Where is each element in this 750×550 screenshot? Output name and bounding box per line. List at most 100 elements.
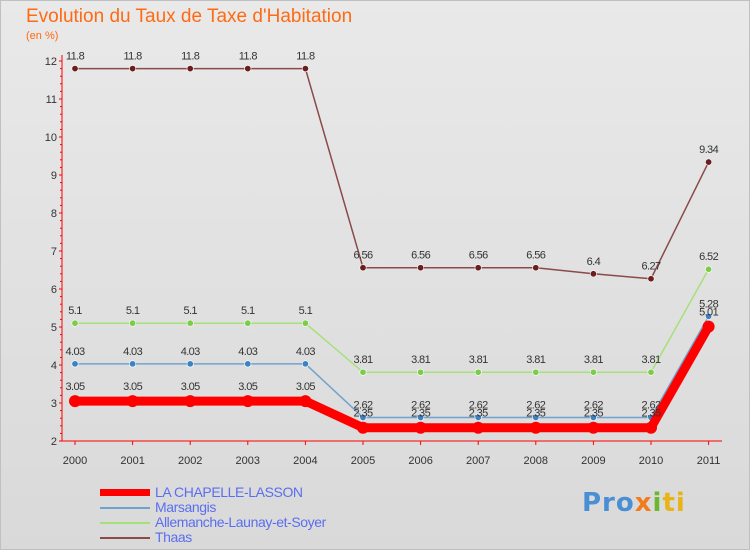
data-label: 2.62: [584, 399, 603, 411]
data-point: [359, 368, 367, 376]
data-label: 3.81: [411, 354, 430, 366]
series-line-2: [74, 315, 710, 419]
data-label: 3.81: [584, 354, 603, 366]
data-point: [702, 320, 715, 333]
data-label: 4.03: [296, 346, 315, 358]
legend-label-la-chapelle-lasson: LA CHAPELLE-LASSON: [155, 484, 303, 500]
data-label: 5.1: [68, 305, 82, 317]
data-point: [359, 413, 367, 421]
data-point: [645, 421, 657, 434]
data-label: 3.05: [123, 381, 142, 393]
series-line-3: [70, 322, 714, 433]
data-label: 3.05: [181, 381, 200, 393]
data-point: [474, 264, 482, 272]
data-point: [589, 413, 597, 421]
x-tick-label: 2004: [293, 455, 317, 467]
proxiti-logo: Proxiti: [582, 488, 686, 518]
data-label: 3.81: [526, 354, 545, 366]
data-label: 4.03: [238, 346, 257, 358]
data-label: 6.4: [587, 256, 601, 268]
legend-swatch-thaas: [100, 537, 150, 539]
data-label: 2.62: [526, 399, 545, 411]
data-label: 11.8: [123, 51, 142, 63]
data-point: [647, 275, 655, 283]
data-point: [186, 319, 194, 327]
legend-swatch-marsangis: [100, 507, 150, 509]
data-label: 5.1: [299, 305, 313, 317]
data-label: 4.03: [123, 346, 142, 358]
data-label: 6.56: [526, 250, 545, 262]
chart-subtitle: (en %): [26, 30, 59, 42]
x-tick-label: 2011: [697, 455, 721, 467]
y-tick-label: 11: [46, 94, 57, 106]
data-point: [186, 360, 194, 368]
series-line-1: [74, 268, 710, 373]
data-point: [417, 264, 425, 272]
data-point: [357, 421, 369, 434]
data-label: 5.1: [241, 305, 255, 317]
x-tick-label: 2005: [351, 455, 375, 467]
data-point: [244, 65, 252, 73]
data-label: 2.35: [526, 408, 545, 420]
data-label: 5.28: [699, 298, 718, 310]
data-point: [587, 421, 600, 434]
data-point: [414, 421, 427, 434]
x-tick-label: 2007: [466, 455, 490, 467]
x-tick-label: 2008: [524, 455, 548, 467]
data-label: 4.03: [65, 346, 84, 358]
data-point: [417, 368, 425, 376]
data-label: 3.05: [238, 381, 257, 393]
data-label: 2.35: [641, 408, 660, 420]
data-label: 3.81: [641, 354, 660, 366]
x-tick-label: 2010: [639, 455, 663, 467]
data-point: [474, 413, 482, 421]
data-point: [301, 65, 309, 73]
data-point: [241, 395, 254, 408]
data-label: 11.8: [66, 51, 85, 63]
y-tick-label: 4: [51, 360, 57, 372]
x-tick-label: 2001: [120, 455, 144, 467]
data-point: [244, 319, 252, 327]
y-tick-label: 2: [51, 436, 57, 448]
y-tick-label: 6: [51, 284, 57, 296]
data-point: [71, 319, 79, 327]
data-label: 5.1: [126, 305, 140, 317]
data-label: 2.35: [584, 408, 603, 420]
data-label: 6.27: [641, 261, 660, 273]
y-tick-label: 3: [51, 398, 57, 410]
data-point: [647, 368, 655, 376]
data-point: [589, 368, 597, 376]
data-label: 2.35: [353, 408, 372, 420]
data-point: [126, 395, 139, 408]
legend-swatch-la-chapelle-lasson: [100, 489, 150, 496]
x-tick-label: 2002: [178, 455, 202, 467]
x-tick-label: 2009: [581, 455, 605, 467]
legend-label-marsangis: Marsangis: [155, 499, 216, 515]
legend-label-allemanche: Allemanche-Launay-et-Soyer: [155, 514, 326, 530]
legend-label-thaas: Thaas: [155, 529, 192, 545]
data-label: 2.62: [641, 399, 660, 411]
data-label: 3.81: [353, 354, 372, 366]
y-tick-label: 7: [51, 246, 57, 258]
data-label: 6.56: [469, 250, 488, 262]
data-label: 11.8: [239, 51, 258, 63]
data-label: 9.34: [699, 144, 718, 156]
data-label: 2.35: [469, 408, 488, 420]
data-label: 3.05: [65, 381, 84, 393]
data-point: [301, 360, 309, 368]
data-point: [129, 65, 137, 73]
data-point: [129, 319, 137, 327]
data-point: [244, 360, 252, 368]
data-point: [301, 319, 309, 327]
x-tick-label: 2003: [236, 455, 260, 467]
data-point: [529, 421, 542, 434]
data-point: [184, 395, 197, 408]
y-tick-label: 10: [45, 132, 57, 144]
data-point: [705, 312, 713, 320]
data-point: [589, 270, 597, 278]
data-label: 2.62: [469, 399, 488, 411]
data-point: [532, 264, 540, 272]
data-point: [705, 158, 713, 166]
data-point: [71, 65, 79, 73]
